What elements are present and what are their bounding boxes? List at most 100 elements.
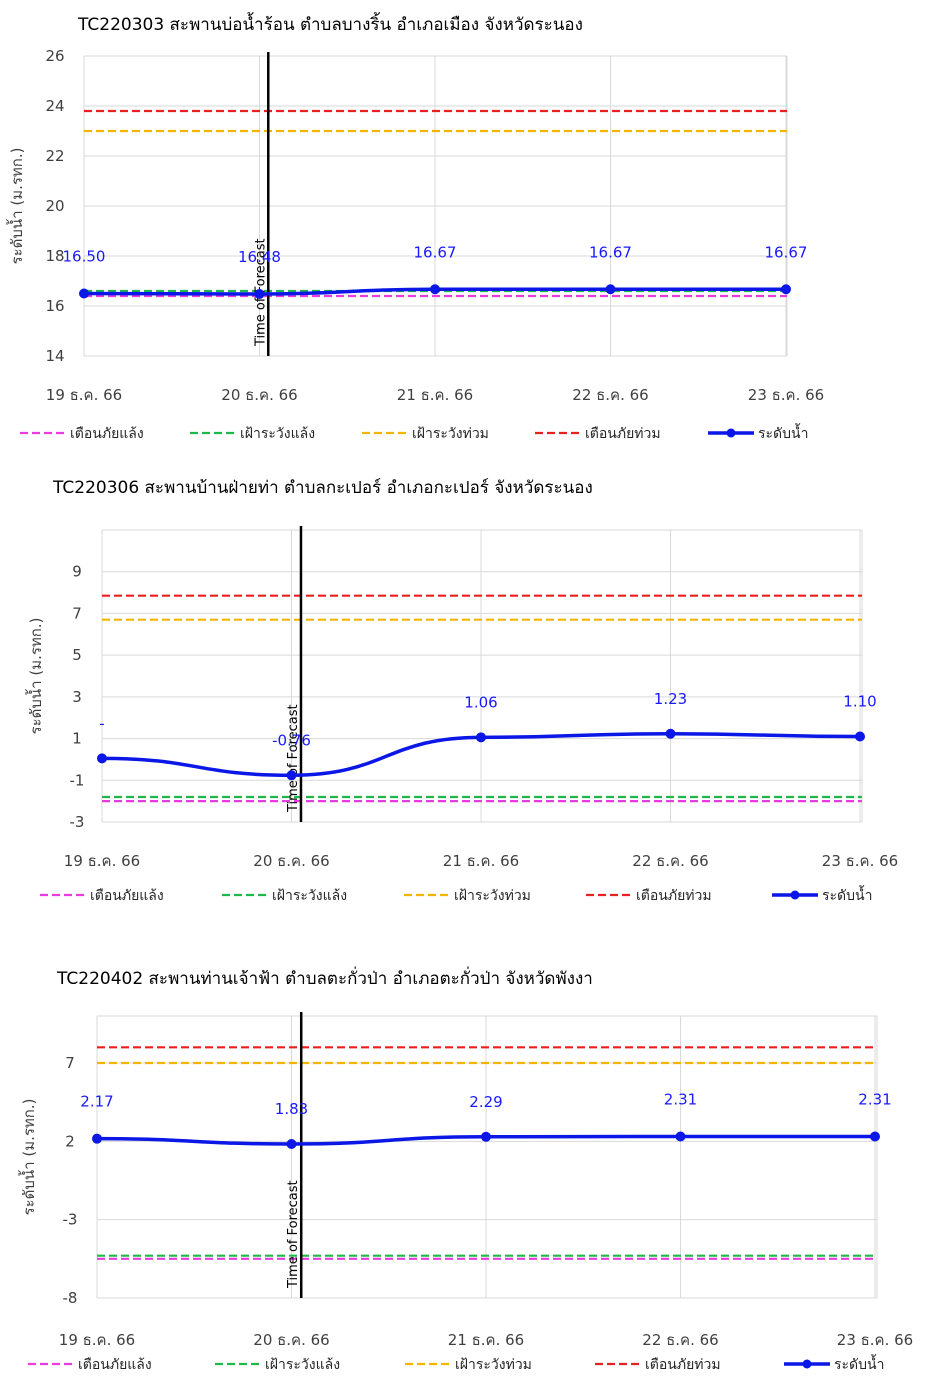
water-level-point <box>476 732 486 743</box>
y-axis-label: ระดับน้ำ (ม.รทก.) <box>6 148 26 265</box>
legend-item: เฝ้าระวังท่วม <box>404 888 531 904</box>
chart-3: TC220402 สะพานท่านเจ้าฟ้า ตำบลตะกั่วป่า … <box>18 966 913 1373</box>
x-tick-label: 20 ธ.ค. 66 <box>221 386 297 404</box>
data-label: 1.06 <box>464 693 497 711</box>
x-tick-label: 22 ธ.ค. 66 <box>572 386 648 404</box>
legend-item: เฝ้าระวังแล้ง <box>222 888 347 904</box>
water-level-point <box>430 284 440 295</box>
data-label: 16.50 <box>63 248 106 266</box>
chart-title: TC220306 สะพานบ้านฝ่ายท่า ตำบลกะเปอร์ อำ… <box>52 478 593 498</box>
y-tick-label: 7 <box>72 604 82 622</box>
y-tick-label: 20 <box>45 197 64 215</box>
x-tick-label: 23 ธ.ค. 66 <box>748 386 824 404</box>
legend-label: ระดับน้ำ <box>834 1354 884 1373</box>
chart-title: TC220303 สะพานบ่อน้ำร้อน ตำบลบางริ้น อำเ… <box>77 12 583 35</box>
y-tick-label: 2 <box>65 1132 75 1150</box>
y-tick-label: -3 <box>63 1211 78 1229</box>
data-label: 2.17 <box>80 1093 113 1111</box>
legend-marker <box>802 1359 812 1369</box>
legend-label: เฝ้าระวังท่วม <box>455 1357 532 1373</box>
legend-marker <box>790 890 800 900</box>
data-label: 2.31 <box>858 1090 891 1108</box>
water-level-point <box>79 288 89 299</box>
data-label: 1.83 <box>275 1100 308 1118</box>
data-label: 1.23 <box>654 690 687 708</box>
x-tick-label: 19 ธ.ค. 66 <box>46 386 122 404</box>
legend-label: เตือนภัยท่วม <box>645 1357 721 1373</box>
legend-label: ระดับน้ำ <box>822 885 872 904</box>
chart-1: TC220303 สะพานบ่อน้ำร้อน ตำบลบางริ้น อำเ… <box>6 12 824 442</box>
legend-label: เตือนภัยแล้ง <box>90 888 164 904</box>
data-label: 16.48 <box>238 248 281 266</box>
y-tick-label: 26 <box>45 47 64 65</box>
legend-label: เตือนภัยท่วม <box>636 888 712 904</box>
x-tick-label: 21 ธ.ค. 66 <box>443 852 519 870</box>
water-level-point <box>286 1138 297 1149</box>
legend-item: ระดับน้ำ <box>772 885 872 904</box>
y-tick-label: 3 <box>72 688 82 706</box>
data-label: 2.29 <box>469 1093 502 1111</box>
legend-label: เฝ้าระวังท่วม <box>412 426 489 442</box>
legend-item: เตือนภัยแล้ง <box>28 1357 152 1373</box>
x-tick-label: 21 ธ.ค. 66 <box>448 1331 524 1349</box>
legend-marker <box>726 428 736 438</box>
water-level-line <box>101 732 861 778</box>
water-level-point <box>870 1131 880 1142</box>
water-level-point <box>665 728 676 739</box>
y-tick-label: -3 <box>70 813 85 831</box>
x-tick-label: 20 ธ.ค. 66 <box>253 1331 329 1349</box>
data-label: 16.67 <box>414 243 457 261</box>
chart-title: TC220402 สะพานท่านเจ้าฟ้า ตำบลตะกั่วป่า … <box>56 966 593 989</box>
y-tick-label: 7 <box>65 1054 75 1072</box>
y-tick-label: 9 <box>72 563 82 581</box>
data-label: - <box>99 714 104 732</box>
water-level-point <box>97 753 107 764</box>
data-label: 1.10 <box>843 692 876 710</box>
chart-2: TC220306 สะพานบ้านฝ่ายท่า ตำบลกะเปอร์ อำ… <box>25 478 898 904</box>
water-level-point <box>675 1131 686 1142</box>
water-level-point <box>92 1133 102 1144</box>
legend-label: เตือนภัยแล้ง <box>78 1357 152 1373</box>
x-tick-label: 22 ธ.ค. 66 <box>642 1331 718 1349</box>
forecast-marker-label: Time of Forecast <box>286 704 301 813</box>
legend-item: เตือนภัยแล้ง <box>40 888 164 904</box>
y-axis-label: ระดับน้ำ (ม.รทก.) <box>25 618 45 735</box>
legend-item: เตือนภัยท่วม <box>535 426 661 442</box>
x-tick-label: 19 ธ.ค. 66 <box>64 852 140 870</box>
y-tick-label: -1 <box>70 771 85 789</box>
x-tick-label: 21 ธ.ค. 66 <box>397 386 473 404</box>
legend-label: เฝ้าระวังท่วม <box>454 888 531 904</box>
water-level-point <box>481 1131 491 1142</box>
y-tick-label: -8 <box>63 1289 78 1307</box>
x-tick-label: 23 ธ.ค. 66 <box>822 852 898 870</box>
y-tick-label: 14 <box>45 347 64 365</box>
legend-label: ระดับน้ำ <box>758 423 808 442</box>
legend-item: เตือนภัยท่วม <box>586 888 712 904</box>
legend-item: ระดับน้ำ <box>708 423 808 442</box>
legend-label: เฝ้าระวังแล้ง <box>265 1357 340 1373</box>
forecast-marker-label: Time of Forecast <box>286 1180 301 1289</box>
legend-item: เฝ้าระวังท่วม <box>362 426 489 442</box>
legend-label: เฝ้าระวังแล้ง <box>272 888 347 904</box>
legend-label: เตือนภัยท่วม <box>585 426 661 442</box>
y-tick-label: 5 <box>72 646 82 664</box>
water-level-point <box>781 284 791 295</box>
legend-item: เตือนภัยแล้ง <box>20 426 144 442</box>
x-tick-label: 22 ธ.ค. 66 <box>632 852 708 870</box>
y-tick-label: 24 <box>45 97 64 115</box>
water-level-point <box>605 284 616 295</box>
legend-item: เฝ้าระวังแล้ง <box>215 1357 340 1373</box>
legend-label: เตือนภัยแล้ง <box>70 426 144 442</box>
y-tick-label: 18 <box>45 247 64 265</box>
legend-label: เฝ้าระวังแล้ง <box>240 426 315 442</box>
x-tick-label: 23 ธ.ค. 66 <box>837 1331 913 1349</box>
y-tick-label: 1 <box>72 730 82 748</box>
x-tick-label: 20 ธ.ค. 66 <box>253 852 329 870</box>
data-label: 16.67 <box>765 243 808 261</box>
legend-item: เฝ้าระวังท่วม <box>405 1357 532 1373</box>
y-tick-label: 22 <box>45 147 64 165</box>
y-tick-label: 16 <box>45 297 64 315</box>
water-level-point <box>855 731 865 742</box>
data-label: 16.67 <box>589 243 632 261</box>
